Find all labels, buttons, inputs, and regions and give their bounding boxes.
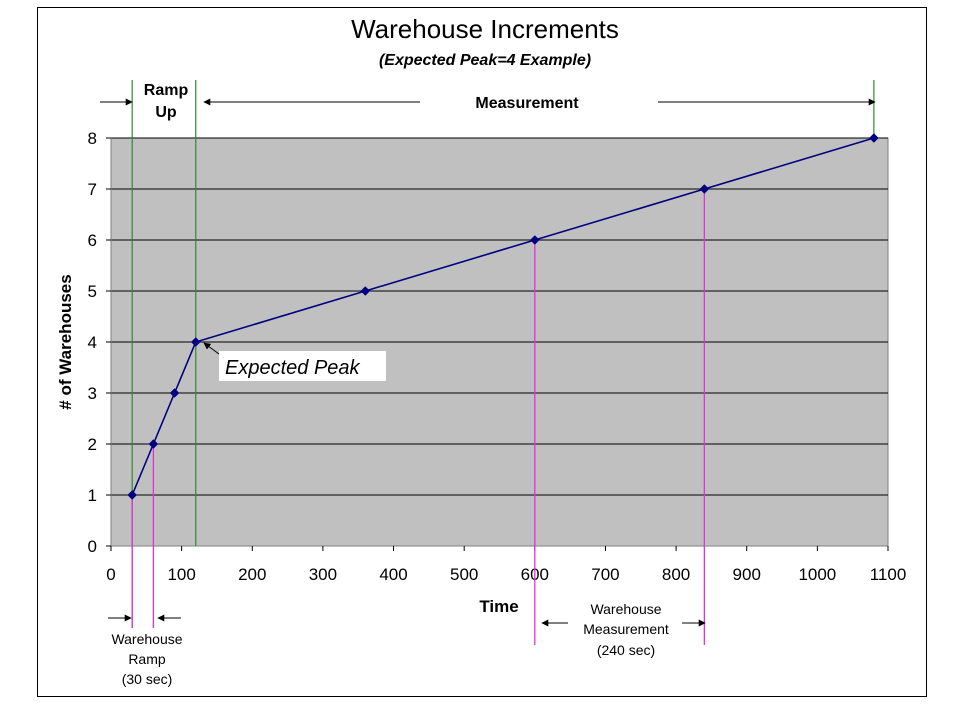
axes <box>106 137 889 551</box>
phase-lines <box>131 80 875 645</box>
x-tick-label-10: 1000 <box>798 565 836 584</box>
x-tick-label-4: 400 <box>379 565 407 584</box>
y-axis-label: # of Warehouses <box>56 274 75 409</box>
y-tick-label-8: 8 <box>88 129 97 148</box>
ramp-up-label-line2: Up <box>155 104 177 121</box>
y-tick-label-4: 4 <box>88 333 97 352</box>
data-point-2 <box>169 388 180 398</box>
expected-peak-label: Expected Peak <box>225 357 361 379</box>
y-tick-label-7: 7 <box>88 180 97 199</box>
data-point-3 <box>190 337 201 347</box>
x-tick-label-8: 800 <box>662 565 690 584</box>
chart-title: Warehouse Increments <box>351 14 619 44</box>
x-tick-label-9: 900 <box>733 565 761 584</box>
x-tick-label-3: 300 <box>309 565 337 584</box>
y-tick-label-3: 3 <box>88 384 97 403</box>
data-point-0 <box>127 490 138 500</box>
x-tick-label-11: 1100 <box>870 565 907 584</box>
y-tick-label-0: 0 <box>88 537 97 556</box>
data-point-6 <box>699 184 710 194</box>
x-tick-labels: 0 100 200 300 400 500 600 700 800 900 1000 1100 <box>106 565 906 584</box>
data-point-4 <box>360 286 371 296</box>
warehouse-measurement-line3: (240 sec) <box>597 642 655 658</box>
x-tick-label-0: 0 <box>106 565 115 584</box>
y-tick-label-6: 6 <box>88 231 97 250</box>
x-tick-label-5: 500 <box>450 565 478 584</box>
chart-subtitle: (Expected Peak=4 Example) <box>379 52 591 69</box>
measurement-label: Measurement <box>475 95 579 112</box>
data-point-1 <box>148 439 159 449</box>
expected-peak-arrow <box>203 342 220 355</box>
x-axis-label: Time <box>479 597 518 616</box>
warehouse-ramp-line3: (30 sec) <box>122 671 173 687</box>
data-point-7 <box>869 133 879 143</box>
x-tick-label-1: 100 <box>167 565 195 584</box>
warehouse-measurement-line2: Measurement <box>583 621 669 637</box>
x-tick-label-2: 200 <box>238 565 266 584</box>
y-tick-label-2: 2 <box>88 435 97 454</box>
y-tick-label-5: 5 <box>88 282 97 301</box>
phase-annotations: Ramp Up Measurement <box>100 82 876 121</box>
series-group <box>127 133 879 500</box>
warehouse-ramp-line2: Ramp <box>128 651 166 667</box>
y-tick-labels: 0 1 2 3 4 5 6 7 8 <box>88 129 97 556</box>
expected-peak-callout: Expected Peak <box>203 342 386 381</box>
ramp-up-label-line1: Ramp <box>144 82 189 99</box>
expected-peak-box <box>219 351 386 381</box>
warehouse-measurement-line1: Warehouse <box>590 601 661 617</box>
duration-annotations: Warehouse Ramp (30 sec) Warehouse Measur… <box>108 601 706 687</box>
data-point-5 <box>529 235 540 245</box>
series-line <box>131 137 875 496</box>
x-tick-label-7: 700 <box>591 565 619 584</box>
warehouse-ramp-line1: Warehouse <box>111 631 182 647</box>
grid-lines <box>111 137 888 547</box>
y-tick-label-1: 1 <box>88 486 97 505</box>
